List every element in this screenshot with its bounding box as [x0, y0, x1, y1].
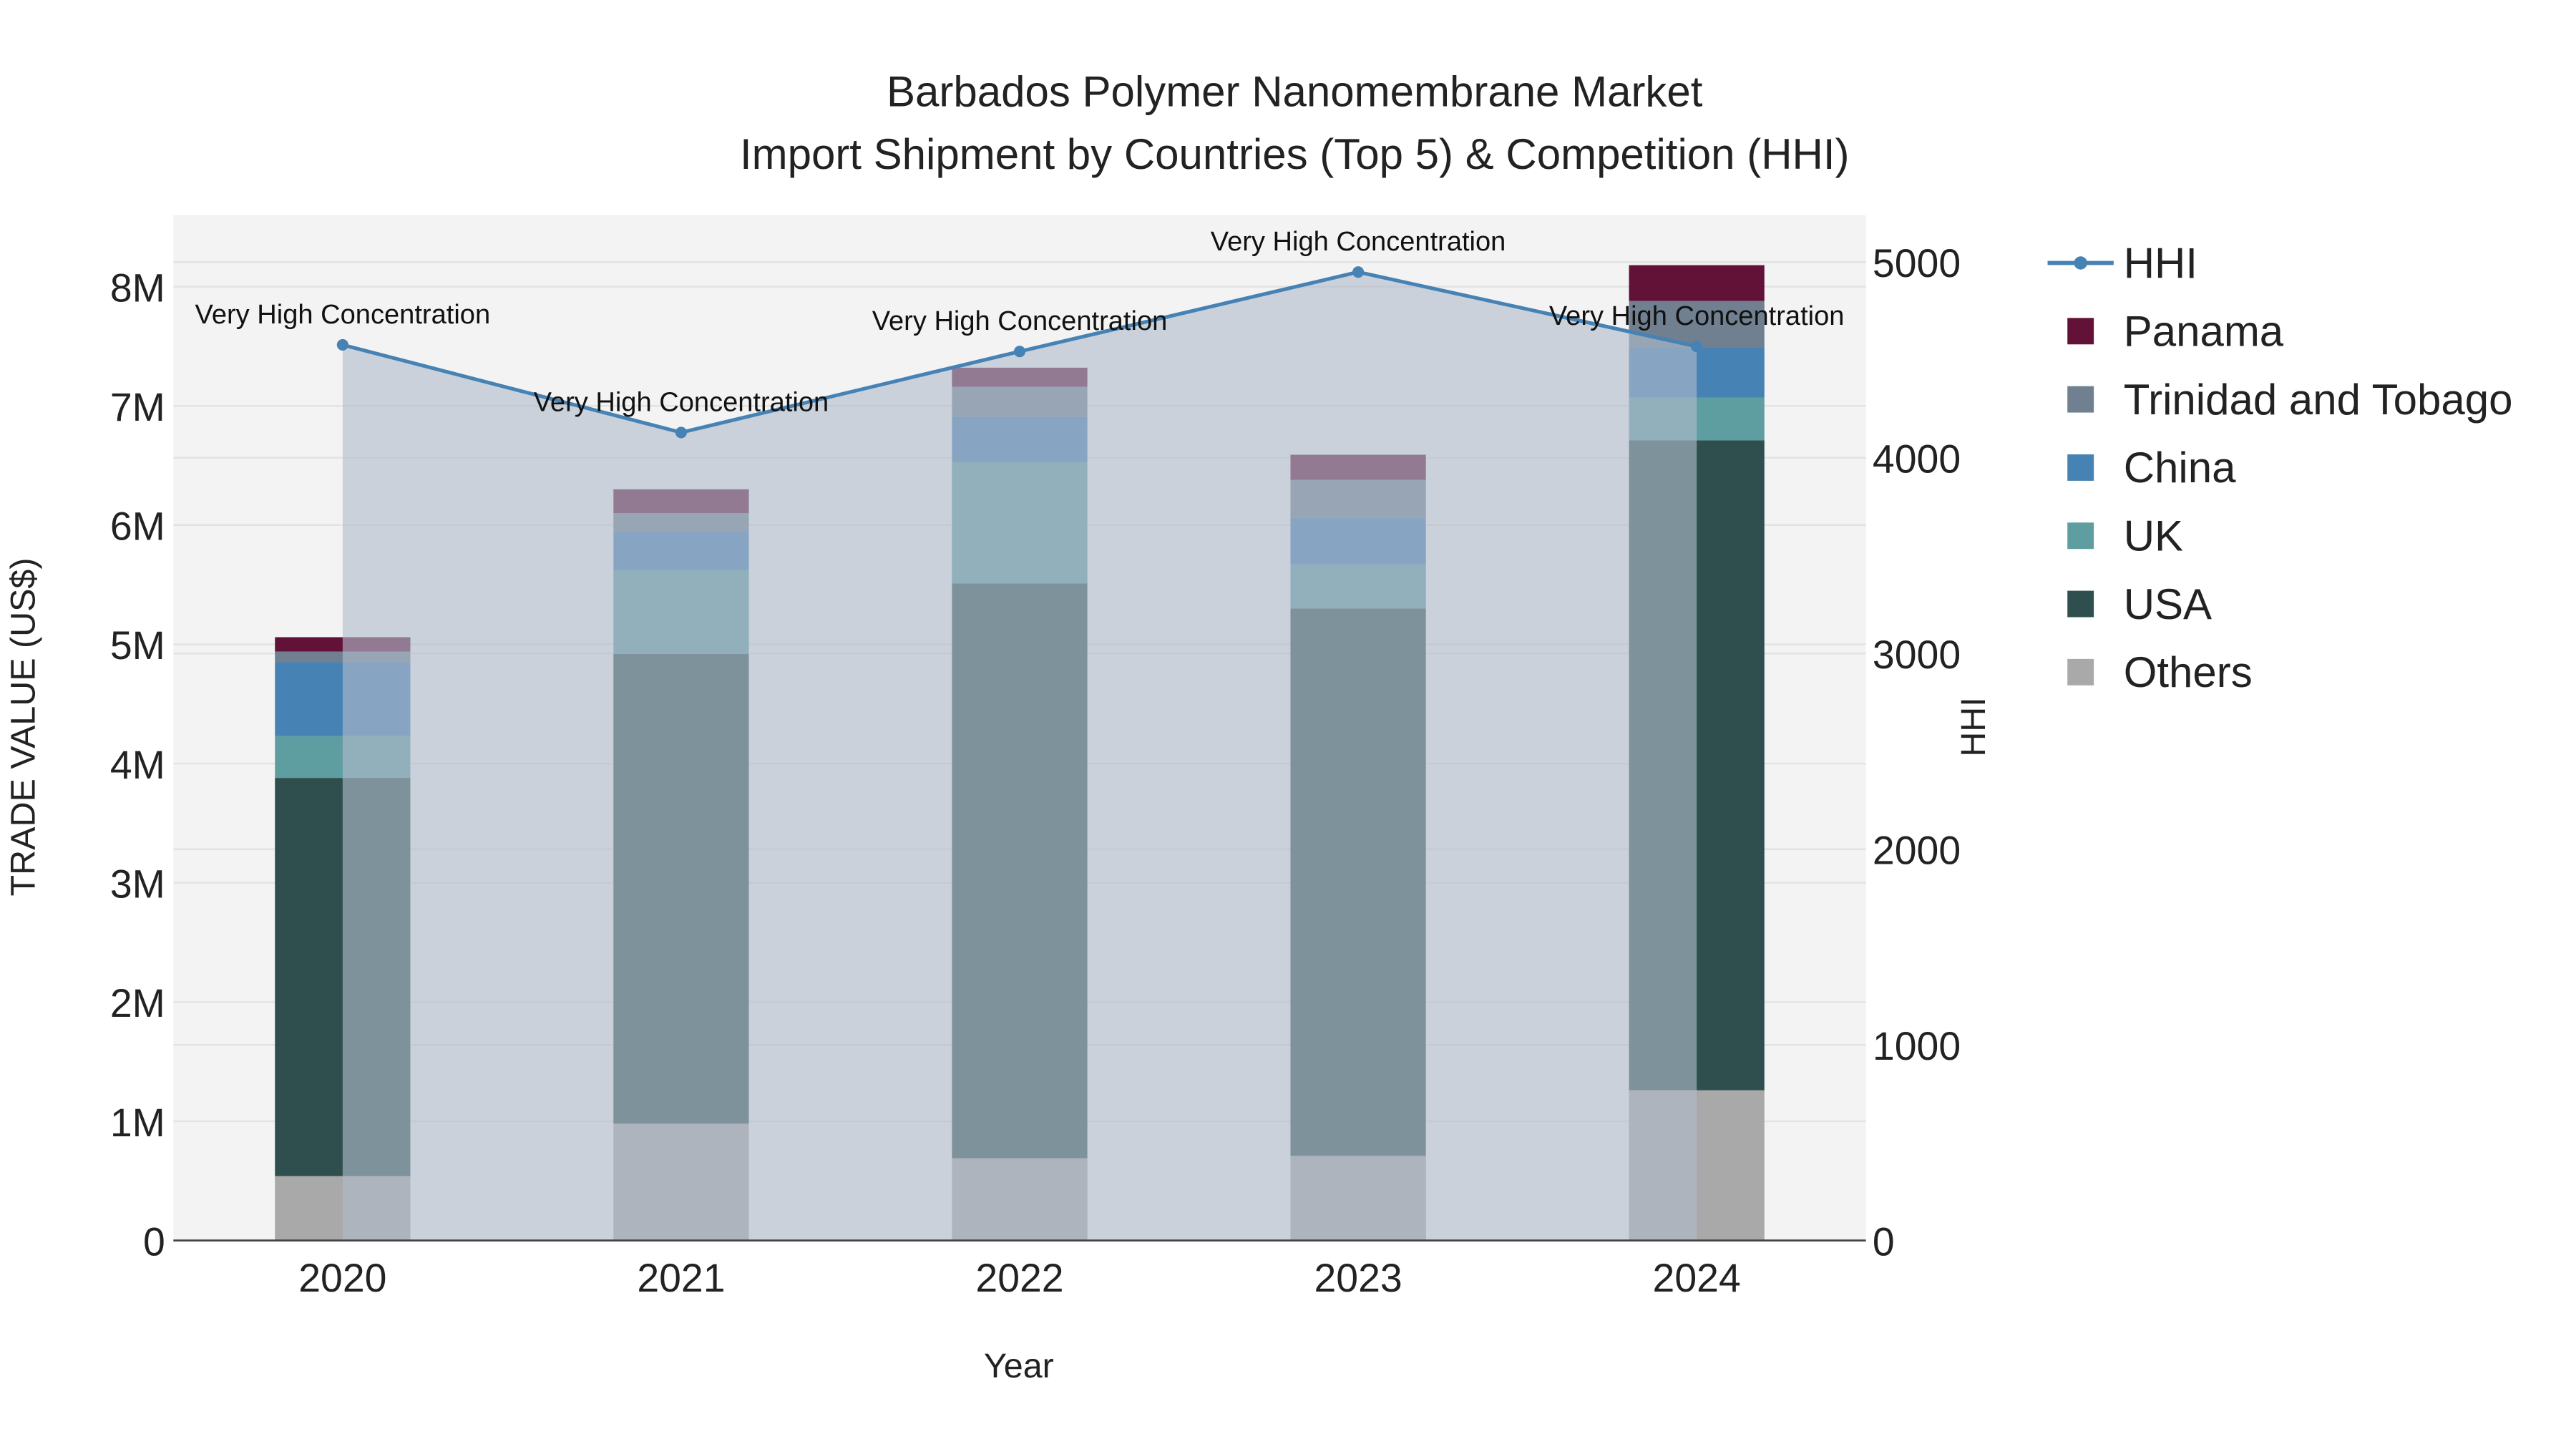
y-tick-label: 1M — [110, 1101, 165, 1145]
legend-swatch-trinidad-and-tobago — [2067, 386, 2094, 413]
hhi-point-2021 — [675, 426, 687, 439]
y-tick-label: 2M — [110, 981, 165, 1025]
y-tick-label: 3M — [110, 862, 165, 907]
y-tick-label: 5M — [110, 623, 165, 668]
legend-swatch-uk — [2067, 522, 2094, 550]
x-tick-label: 2023 — [1314, 1256, 1402, 1300]
y-axis-label: TRADE VALUE (US$) — [4, 557, 42, 896]
y-tick-label: 0 — [143, 1219, 165, 1264]
legend-label[interactable]: UK — [2124, 512, 2183, 560]
legend-label[interactable]: Trinidad and Tobago — [2124, 376, 2513, 424]
y-tick-label: 6M — [110, 504, 165, 549]
x-tick-label: 2022 — [975, 1256, 1063, 1300]
y2-tick-label: 2000 — [1873, 828, 1961, 872]
chart-title-line2: Import Shipment by Countries (Top 5) & C… — [740, 130, 1850, 178]
legend-swatch-china — [2067, 454, 2094, 481]
y2-tick-label: 1000 — [1873, 1024, 1961, 1068]
legend-label[interactable]: HHI — [2124, 239, 2197, 287]
hhi-point-2024 — [1691, 341, 1703, 353]
hhi-annotation: Very High Concentration — [1549, 301, 1845, 331]
legend-swatch-usa — [2067, 590, 2094, 618]
bar-panama-2024 — [1629, 265, 1765, 301]
y2-tick-label: 5000 — [1873, 241, 1961, 286]
y2-axis-label: HHI — [1954, 697, 1993, 756]
y-tick-label: 4M — [110, 743, 165, 787]
hhi-point-2023 — [1352, 266, 1365, 278]
legend-label[interactable]: Others — [2124, 648, 2253, 696]
hhi-annotation: Very High Concentration — [1211, 227, 1506, 257]
hhi-point-2020 — [336, 338, 348, 351]
legend-label[interactable]: USA — [2124, 580, 2212, 628]
y-tick-label: 8M — [110, 265, 165, 310]
y2-tick-label: 3000 — [1873, 633, 1961, 677]
legend-label[interactable]: Panama — [2124, 308, 2284, 356]
hhi-annotation: Very High Concentration — [534, 387, 829, 417]
legend-label[interactable]: China — [2124, 444, 2236, 492]
legend-swatch-panama — [2067, 318, 2094, 345]
y2-tick-label: 0 — [1873, 1219, 1895, 1264]
legend-swatch-others — [2067, 658, 2094, 686]
hhi-annotation: Very High Concentration — [195, 300, 491, 330]
x-tick-label: 2021 — [637, 1256, 725, 1300]
y-tick-label: 7M — [110, 385, 165, 429]
x-tick-label: 2020 — [298, 1256, 386, 1300]
x-axis-label: Year — [984, 1347, 1054, 1385]
hhi-annotation: Very High Concentration — [872, 306, 1168, 336]
legend-marker-hhi — [2074, 256, 2087, 270]
x-tick-label: 2024 — [1653, 1256, 1741, 1300]
hhi-point-2022 — [1013, 346, 1026, 358]
chart-title-line1: Barbados Polymer Nanomembrane Market — [887, 67, 1703, 115]
hhi-area — [342, 272, 1697, 1241]
y2-tick-label: 4000 — [1873, 436, 1961, 481]
